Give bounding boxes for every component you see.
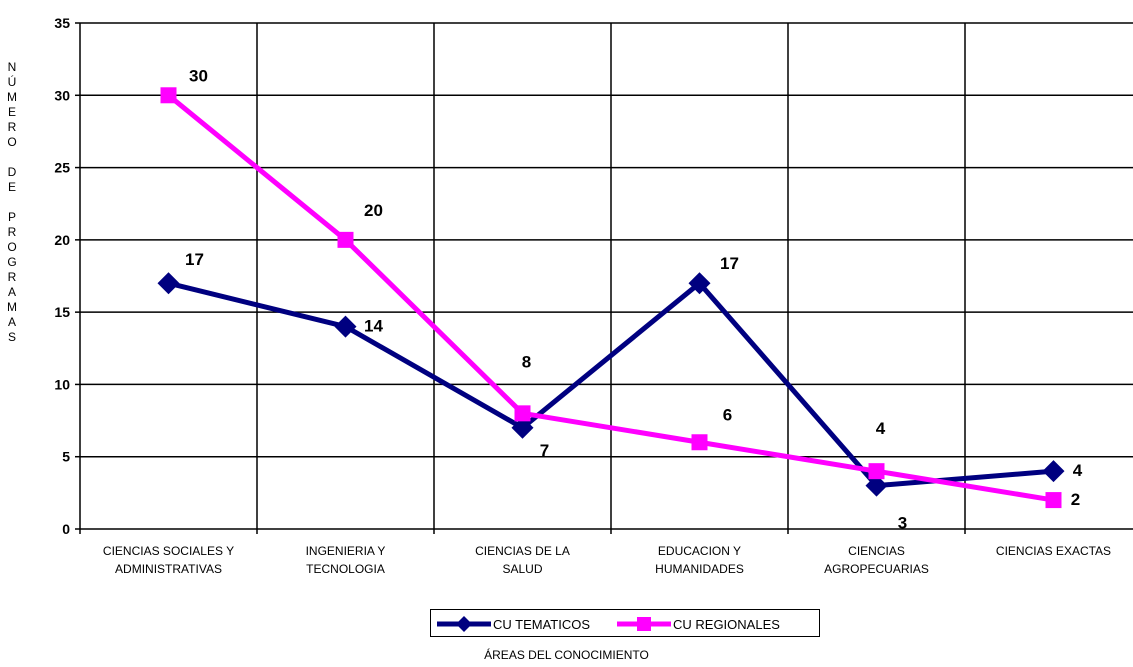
y-tick-label: 30 bbox=[54, 87, 70, 103]
legend: CU TEMATICOS CU REGIONALES bbox=[430, 609, 820, 637]
data-label: 20 bbox=[364, 201, 383, 220]
data-point-marker bbox=[514, 405, 531, 422]
y-tick-label: 10 bbox=[54, 376, 70, 392]
data-label: 14 bbox=[364, 317, 383, 336]
x-tick-label: CIENCIAS SOCIALES Y ADMINISTRATIVAS bbox=[103, 544, 234, 576]
data-label: 8 bbox=[522, 352, 531, 371]
data-label: 17 bbox=[720, 254, 739, 273]
data-label: 4 bbox=[876, 419, 886, 438]
data-point-marker bbox=[865, 474, 888, 497]
data-point-marker bbox=[1042, 460, 1065, 483]
series-line bbox=[166, 93, 1054, 503]
x-axis-ticks: CIENCIAS SOCIALES Y ADMINISTRATIVAS INGENI… bbox=[79, 529, 1111, 576]
y-axis-title: N Ú M E R O D E P R O G R A M A S bbox=[7, 60, 17, 344]
x-axis-title: ÁREAS DEL CONOCIMIENTO bbox=[484, 648, 649, 662]
data-point-marker bbox=[868, 463, 885, 480]
data-point-marker bbox=[157, 272, 180, 295]
legend-item-cu-tematicos: CU TEMATICOS bbox=[435, 610, 590, 638]
x-tick-label: CIENCIAS EXACTAS bbox=[996, 544, 1111, 558]
x-tick-label: INGENIERIA Y TECNOLOGIA bbox=[306, 544, 386, 576]
y-tick-label: 15 bbox=[54, 304, 70, 320]
data-point-marker bbox=[334, 315, 357, 338]
y-axis-ticks: 0 5 10 15 20 25 30 35 bbox=[54, 15, 80, 537]
data-label: 4 bbox=[1073, 461, 1083, 480]
gridlines bbox=[79, 22, 1133, 530]
x-tick-label: CIENCIAS DE LA SALUD bbox=[475, 544, 570, 576]
data-point-marker bbox=[691, 434, 708, 451]
y-tick-label: 25 bbox=[54, 160, 70, 176]
data-point-marker bbox=[160, 87, 177, 104]
series-lines bbox=[166, 93, 1054, 503]
data-label: 7 bbox=[540, 441, 549, 460]
data-label: 3 bbox=[898, 514, 907, 533]
data-label: 17 bbox=[185, 250, 204, 269]
data-label: 30 bbox=[189, 66, 208, 85]
x-tick-label: CIENCIAS AGROPECUARIAS bbox=[824, 544, 929, 576]
data-point-marker bbox=[688, 272, 711, 295]
series-line bbox=[167, 280, 1054, 489]
legend-label: CU REGIONALES bbox=[673, 616, 780, 632]
legend-item-cu-regionales: CU REGIONALES bbox=[615, 610, 780, 638]
y-tick-label: 35 bbox=[54, 15, 70, 31]
y-tick-label: 0 bbox=[62, 521, 70, 537]
legend-label: CU TEMATICOS bbox=[493, 616, 591, 632]
y-tick-label: 20 bbox=[54, 232, 70, 248]
data-point-marker bbox=[1045, 492, 1062, 509]
data-point-marker bbox=[511, 416, 534, 439]
data-label: 2 bbox=[1071, 490, 1080, 509]
legend-swatch-square bbox=[617, 617, 671, 631]
series-markers bbox=[157, 87, 1065, 509]
data-label: 6 bbox=[723, 405, 732, 424]
legend-swatch-diamond bbox=[437, 616, 491, 632]
data-labels: 17 14 7 17 3 4 30 20 8 6 4 2 bbox=[185, 66, 1083, 532]
x-tick-label: EDUCACION Y HUMANIDADES bbox=[655, 544, 744, 576]
data-point-marker bbox=[337, 231, 354, 248]
y-tick-label: 5 bbox=[62, 449, 70, 465]
